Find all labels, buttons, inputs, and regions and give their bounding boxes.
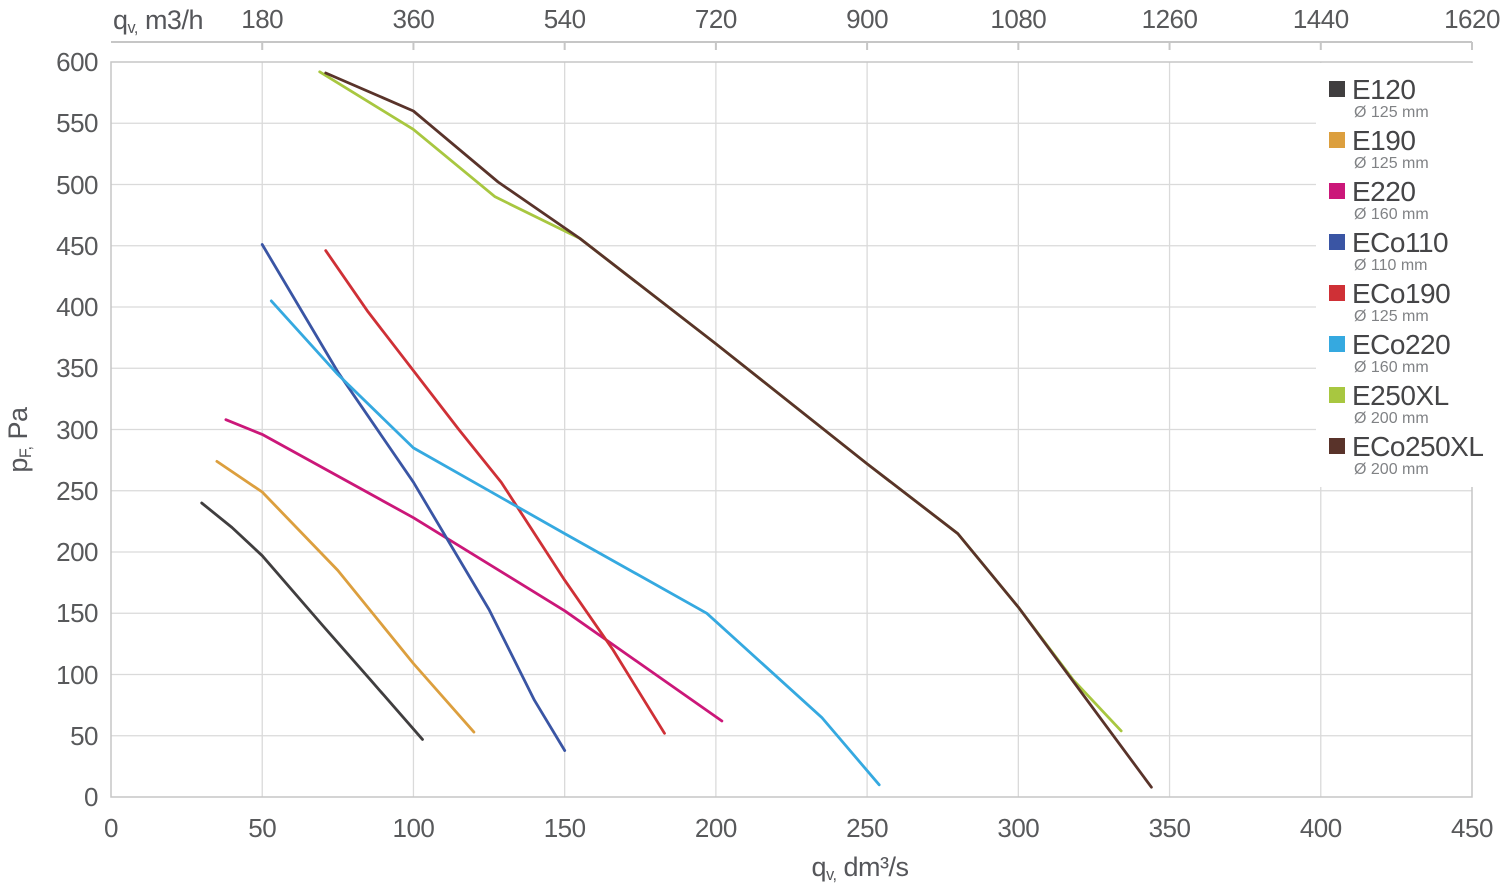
y-tick-label-500: 500	[56, 169, 98, 200]
top-tick-label-900: 900	[846, 4, 889, 34]
x-tick-label-100: 100	[392, 813, 435, 843]
x-tick-label-450: 450	[1451, 813, 1493, 843]
y-tick-label-300: 300	[56, 414, 98, 445]
top-tick-label-180: 180	[241, 4, 284, 34]
series-line-ECo190	[324, 249, 666, 735]
legend-swatch-ECo250XL	[1329, 438, 1345, 454]
legend-series-name: ECo190	[1352, 278, 1451, 309]
y-tick-label-600: 600	[56, 47, 98, 77]
series-line-E250XL	[318, 70, 1123, 733]
x-tick-label-200: 200	[694, 813, 737, 843]
x-tick-label-150: 150	[543, 813, 586, 843]
top-tick-label-1440: 1440	[1292, 4, 1349, 34]
top-tick-label-1080: 1080	[990, 4, 1047, 34]
legend-item-E120: E120 Ø 125 mm	[1316, 75, 1500, 126]
legend: E120 Ø 125 mm E190 Ø 125 mm E220 Ø 160 mm ECo1…	[1316, 63, 1500, 487]
top-tick-label-1260: 1260	[1141, 4, 1198, 34]
x-tick-label-0: 0	[104, 813, 118, 843]
legend-series-diameter: Ø 110 mm	[1354, 257, 1428, 274]
legend-series-diameter: Ø 160 mm	[1354, 206, 1429, 223]
y-tick-label-400: 400	[56, 292, 98, 322]
legend-series-name: ECo110	[1352, 227, 1449, 258]
legend-item-E220: E220 Ø 160 mm	[1316, 177, 1500, 228]
series-line-E190	[215, 459, 476, 734]
x-tick-label-350: 350	[1148, 813, 1191, 843]
top-axis-unit: m3/h	[144, 5, 204, 35]
legend-series-name: E190	[1352, 125, 1416, 156]
legend-item-ECo110: ECo110 Ø 110 mm	[1316, 228, 1500, 279]
series-line-ECo110	[260, 243, 567, 752]
legend-swatch-ECo220	[1329, 336, 1345, 352]
y-tick-label-450: 450	[56, 230, 98, 261]
y-tick-label-50: 50	[70, 720, 98, 751]
series-line-ECo250XL	[324, 71, 1153, 789]
top-tick-label-540: 540	[543, 4, 586, 34]
legend-series-name: E120	[1352, 74, 1416, 105]
legend-series-diameter: Ø 160 mm	[1354, 359, 1429, 376]
legend-series-diameter: Ø 200 mm	[1354, 410, 1429, 427]
y-tick-label-350: 350	[56, 353, 98, 384]
x-tick-label-50: 50	[248, 813, 277, 843]
legend-series-name: E250XL	[1352, 380, 1449, 411]
legend-swatch-ECo110	[1329, 234, 1345, 250]
top-axis-title: qv, m3/h	[113, 5, 204, 38]
series-line-E220	[224, 418, 724, 723]
legend-swatch-E190	[1329, 132, 1345, 148]
top-tick-label-720: 720	[694, 4, 737, 34]
legend-series-diameter: Ø 125 mm	[1354, 308, 1429, 325]
legend-series-name: ECo250XL	[1352, 431, 1484, 462]
y-tick-label-200: 200	[56, 537, 98, 567]
bottom-axis-subscript: v,	[826, 866, 837, 885]
top-tick-label-360: 360	[392, 4, 435, 34]
legend-swatch-E250XL	[1329, 387, 1345, 403]
legend-item-ECo190: ECo190 Ø 125 mm	[1316, 279, 1500, 330]
y-axis-symbol: p	[3, 458, 33, 473]
top-axis-subscript: v,	[127, 19, 139, 38]
legend-swatch-E220	[1329, 183, 1345, 199]
y-tick-label-250: 250	[56, 475, 98, 506]
legend-swatch-ECo190	[1329, 285, 1345, 301]
series-line-E120	[200, 501, 424, 741]
legend-swatch-E120	[1329, 81, 1345, 97]
x-tick-label-300: 300	[997, 813, 1040, 843]
y-tick-label-550: 550	[56, 108, 98, 139]
bottom-axis-title: qv, dm³/s	[740, 852, 980, 885]
bottom-axis-symbol: q	[811, 852, 827, 882]
legend-series-name: ECo220	[1352, 329, 1451, 360]
legend-item-E250XL: E250XL Ø 200 mm	[1316, 381, 1500, 432]
legend-series-diameter: Ø 200 mm	[1354, 461, 1429, 478]
y-axis-subscript: F,	[17, 446, 36, 459]
series-line-ECo220	[269, 299, 881, 787]
bottom-axis-unit: dm³/s	[843, 852, 909, 882]
legend-series-diameter: Ø 125 mm	[1354, 104, 1429, 121]
x-tick-label-250: 250	[846, 813, 889, 843]
x-tick-label-400: 400	[1299, 813, 1342, 843]
legend-series-name: E220	[1352, 176, 1416, 207]
y-tick-label-150: 150	[56, 598, 98, 629]
legend-series-diameter: Ø 125 mm	[1354, 155, 1429, 172]
y-tick-label-100: 100	[56, 659, 98, 690]
top-axis-symbol: q	[113, 5, 128, 35]
legend-item-E190: E190 Ø 125 mm	[1316, 126, 1500, 177]
y-tick-label-0: 0	[84, 782, 98, 812]
legend-item-ECo220: ECo220 Ø 160 mm	[1316, 330, 1500, 381]
legend-item-ECo250XL: ECo250XL Ø 200 mm	[1316, 432, 1500, 483]
top-tick-label-1620: 1620	[1444, 4, 1500, 34]
